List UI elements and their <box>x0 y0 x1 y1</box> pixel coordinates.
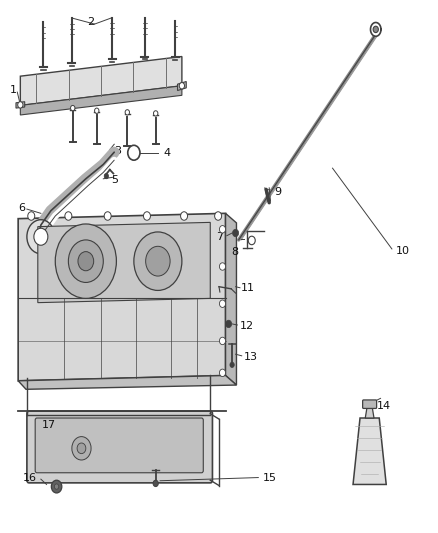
Polygon shape <box>177 82 186 91</box>
Circle shape <box>77 443 86 454</box>
Text: 15: 15 <box>263 473 277 482</box>
Polygon shape <box>365 407 374 418</box>
Circle shape <box>219 369 226 376</box>
Circle shape <box>65 212 72 220</box>
Text: 2: 2 <box>87 17 94 27</box>
Text: 13: 13 <box>244 352 258 362</box>
Text: 6: 6 <box>18 203 25 213</box>
Circle shape <box>233 229 239 237</box>
Polygon shape <box>20 86 182 115</box>
Circle shape <box>68 240 103 282</box>
Circle shape <box>219 300 226 308</box>
Circle shape <box>153 480 158 487</box>
FancyBboxPatch shape <box>35 418 203 473</box>
Circle shape <box>230 362 234 368</box>
Circle shape <box>78 252 94 271</box>
Circle shape <box>55 224 117 298</box>
Circle shape <box>104 173 109 179</box>
Circle shape <box>95 108 99 114</box>
Text: 5: 5 <box>112 175 119 185</box>
Polygon shape <box>18 213 226 381</box>
Circle shape <box>72 437 91 460</box>
Polygon shape <box>16 102 25 108</box>
Circle shape <box>219 263 226 270</box>
Text: 12: 12 <box>240 321 254 331</box>
Circle shape <box>215 212 222 220</box>
Circle shape <box>226 320 232 328</box>
Circle shape <box>27 220 55 254</box>
Text: 17: 17 <box>42 420 56 430</box>
Text: 4: 4 <box>163 148 170 158</box>
FancyBboxPatch shape <box>363 400 377 408</box>
Circle shape <box>153 111 158 116</box>
Circle shape <box>125 110 130 115</box>
Circle shape <box>18 102 23 108</box>
Polygon shape <box>353 418 386 484</box>
Text: 7: 7 <box>216 232 223 242</box>
Text: 1: 1 <box>10 85 17 95</box>
Circle shape <box>54 484 59 489</box>
Circle shape <box>71 106 75 111</box>
Circle shape <box>373 26 378 33</box>
Text: 9: 9 <box>274 187 281 197</box>
Text: 10: 10 <box>396 246 410 255</box>
Polygon shape <box>20 56 182 106</box>
Text: 3: 3 <box>114 146 121 156</box>
Text: 16: 16 <box>22 473 36 483</box>
Circle shape <box>146 246 170 276</box>
Circle shape <box>180 212 187 220</box>
Circle shape <box>51 480 62 493</box>
Polygon shape <box>226 213 237 385</box>
Text: 8: 8 <box>232 247 239 256</box>
Text: 14: 14 <box>377 401 391 411</box>
Circle shape <box>248 236 255 245</box>
Circle shape <box>179 83 184 89</box>
Polygon shape <box>38 222 210 303</box>
FancyBboxPatch shape <box>27 411 212 483</box>
Circle shape <box>104 212 111 220</box>
Circle shape <box>219 225 226 233</box>
Polygon shape <box>18 375 237 389</box>
Circle shape <box>144 212 150 220</box>
Circle shape <box>134 232 182 290</box>
Circle shape <box>128 146 140 160</box>
Circle shape <box>34 228 48 245</box>
Circle shape <box>219 337 226 345</box>
Text: 11: 11 <box>241 283 255 293</box>
Circle shape <box>28 212 35 220</box>
